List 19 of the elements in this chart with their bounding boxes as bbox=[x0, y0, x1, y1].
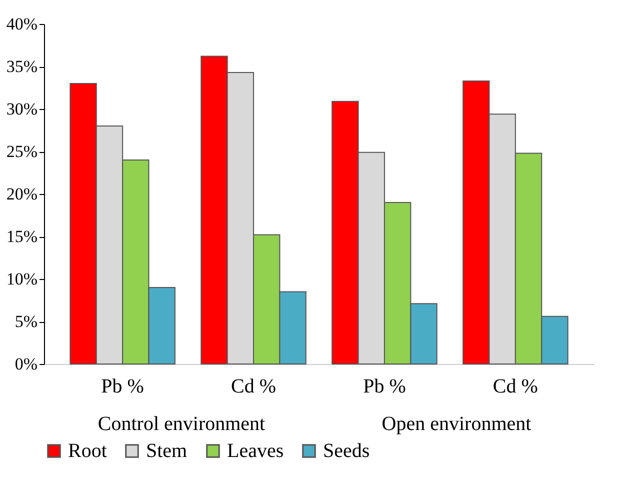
x-tick-label: Cd % bbox=[492, 376, 538, 398]
y-tick-label: 0% bbox=[14, 354, 38, 374]
legend-label: Stem bbox=[146, 440, 188, 462]
y-tick-label: 25% bbox=[6, 142, 38, 161]
x-tick-label: Pb % bbox=[363, 376, 406, 398]
y-tick-label: 5% bbox=[14, 312, 38, 331]
y-tick-label: 35% bbox=[6, 57, 38, 76]
x-tick-label: Pb % bbox=[101, 376, 144, 398]
y-tick-label: 40% bbox=[6, 14, 38, 34]
text: Open environment bbox=[382, 413, 532, 435]
legend-label: Root bbox=[68, 440, 108, 462]
text: Control environment bbox=[98, 413, 266, 435]
legend-label: Seeds bbox=[323, 440, 370, 462]
y-tick-label: 10% bbox=[6, 270, 38, 288]
y-tick-label: 20% bbox=[6, 184, 38, 204]
y-tick-label: 15% bbox=[6, 227, 38, 246]
legend-label: Leaves bbox=[227, 440, 284, 462]
x-tick-label: Cd % bbox=[231, 376, 276, 398]
y-tick-label: 30% bbox=[6, 100, 38, 118]
